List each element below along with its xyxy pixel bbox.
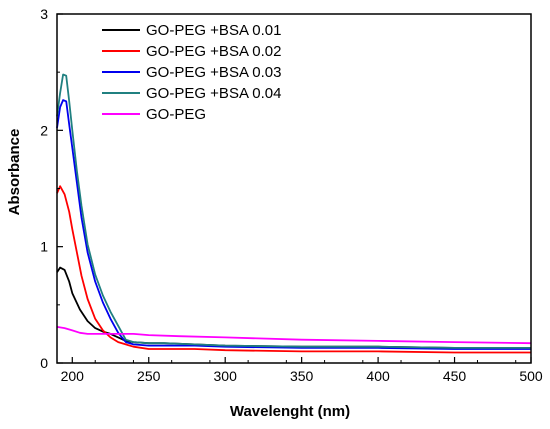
x-tick-label: 250 (137, 368, 161, 384)
y-axis-title: Absorbance (6, 129, 23, 216)
x-tick-label: 300 (214, 368, 238, 384)
legend: GO-PEG +BSA 0.01 GO-PEG +BSA 0.02 GO-PEG +… (102, 22, 281, 123)
x-tick-label: 400 (366, 368, 390, 384)
x-axis-title: Wavelenght (nm) (230, 403, 350, 420)
legend-label-1: GO-PEG +BSA 0.01 (146, 22, 281, 39)
x-tick-label: 450 (443, 368, 467, 384)
x-tick-label: 500 (519, 368, 543, 384)
series-lines (56, 73, 532, 354)
x-tick-label: 350 (290, 368, 314, 384)
series-line-4 (56, 73, 531, 349)
axis-ticks: 200 250 300 350 400 450 500 0 1 2 3 (40, 6, 543, 384)
legend-label-5: GO-PEG (146, 106, 206, 123)
y-tick-label: 3 (40, 6, 48, 22)
legend-label-3: GO-PEG +BSA 0.03 (146, 64, 281, 81)
legend-label-2: GO-PEG +BSA 0.02 (146, 43, 281, 60)
y-tick-label: 1 (40, 239, 48, 255)
series-line-1 (56, 266, 531, 349)
x-tick-label: 200 (61, 368, 85, 384)
plot-frame (56, 13, 532, 364)
y-tick-label: 2 (40, 122, 48, 138)
series-line-3 (56, 99, 531, 350)
legend-label-4: GO-PEG +BSA 0.04 (146, 85, 281, 102)
series-line-2 (56, 185, 531, 354)
y-tick-label: 0 (40, 355, 48, 371)
series-line-5 (56, 326, 532, 345)
